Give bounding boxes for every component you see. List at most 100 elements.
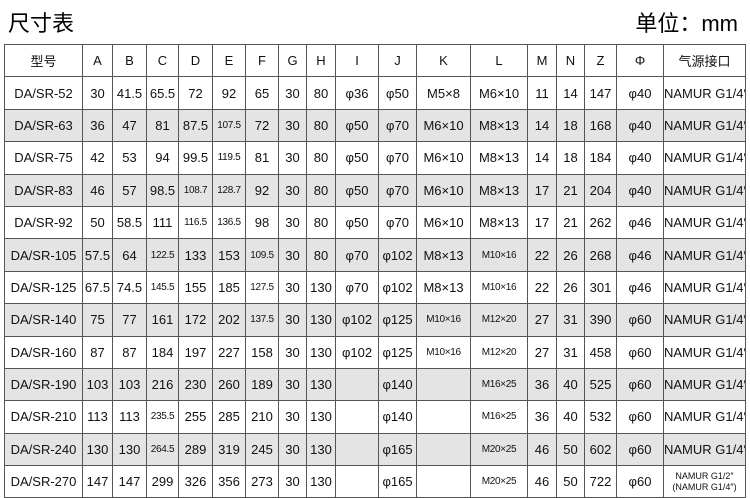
- table-cell: 36: [527, 400, 557, 434]
- table-cell: 153: [212, 238, 246, 272]
- table-cell: φ165: [378, 465, 417, 498]
- table-cell: 264.5: [146, 432, 179, 467]
- dimension-table: 型号 A B C D E F G H I J K L M N Z Φ 气源接口 DA/SR-52 30 41.5 65.5…: [4, 43, 746, 498]
- unit: 单位：mm: [635, 11, 738, 36]
- table-cell: φ40: [616, 141, 664, 175]
- header-row: 型号 A B C D E F G H I J K L M N Z Φ 气源接口: [4, 43, 746, 78]
- table-cell: M20×25: [470, 432, 528, 467]
- table-cell: 30: [278, 141, 307, 175]
- table-cell: 18: [556, 141, 585, 175]
- table-cell: 36: [82, 108, 113, 143]
- table-cell: 27: [527, 335, 557, 369]
- header-cell: 气源接口: [663, 43, 746, 78]
- table-cell: 184: [584, 141, 617, 175]
- table-cell: 81: [146, 108, 179, 143]
- table-cell: φ70: [378, 141, 417, 175]
- table-cell: M6×10: [470, 76, 528, 110]
- table-cell: DA/SR-125: [4, 270, 83, 305]
- table-row: DA/SR-75 42 53 94 99.5 119.5 81 30 80 φ50 φ70 M6×10…: [4, 141, 746, 175]
- table-cell: φ36: [335, 76, 379, 110]
- table-cell: 722: [584, 465, 617, 498]
- table-cell: 103: [82, 367, 113, 402]
- table-cell: [416, 432, 471, 467]
- table-cell: 40: [556, 400, 585, 434]
- table-cell: DA/SR-63: [4, 108, 83, 143]
- table-cell: 525: [584, 367, 617, 402]
- table-cell: 41.5: [112, 76, 147, 110]
- table-row: DA/SR-270 147 147 299 326 356 273 30 130 φ165 M20×…: [4, 465, 746, 498]
- table-cell: 58.5: [112, 205, 147, 240]
- table-cell: M6×10: [416, 173, 471, 207]
- table-cell: [335, 465, 379, 498]
- table-cell: φ40: [616, 76, 664, 110]
- table-cell: 46: [527, 465, 557, 498]
- table-cell: 30: [278, 303, 307, 337]
- table-cell: φ70: [335, 270, 379, 305]
- table-cell: DA/SR-105: [4, 238, 83, 272]
- table-cell: 65.5: [146, 76, 179, 110]
- table-cell: 130: [306, 465, 336, 498]
- table-cell: 137.5: [245, 303, 279, 337]
- table-cell: 14: [556, 76, 585, 110]
- header-cell: E: [212, 43, 246, 78]
- table-cell: M6×10: [416, 141, 471, 175]
- table-cell: φ50: [335, 141, 379, 175]
- table-cell: 31: [556, 303, 585, 337]
- table-cell: 42: [82, 141, 113, 175]
- table-cell: DA/SR-270: [4, 465, 83, 498]
- title: 尺寸表: [8, 11, 75, 36]
- table-cell: φ70: [335, 238, 379, 272]
- table-cell: 202: [212, 303, 246, 337]
- table-cell: 319: [212, 432, 246, 467]
- table-cell: M8×13: [470, 205, 528, 240]
- table-cell: 30: [278, 205, 307, 240]
- table-cell: 133: [178, 238, 213, 272]
- table-cell: NAMUR G1/4″: [663, 205, 746, 240]
- table-cell: 107.5: [212, 108, 246, 143]
- table-cell: 299: [146, 465, 179, 498]
- table-cell: 108.7: [178, 173, 213, 207]
- table-cell: 80: [306, 76, 336, 110]
- table-cell: 98: [245, 205, 279, 240]
- table-cell: 268: [584, 238, 617, 272]
- table-cell: 136.5: [212, 205, 246, 240]
- table-cell: DA/SR-240: [4, 432, 83, 467]
- table-cell: 532: [584, 400, 617, 434]
- table-cell: 289: [178, 432, 213, 467]
- table-cell: 227: [212, 335, 246, 369]
- table-cell: 77: [112, 303, 147, 337]
- table-row: DA/SR-125 67.5 74.5 145.5 155 185 127.5 30 130 φ7…: [4, 270, 746, 305]
- table-cell: 17: [527, 205, 557, 240]
- table-cell: NAMUR G1/4″: [663, 238, 746, 272]
- table-cell: 87: [82, 335, 113, 369]
- table-cell: M8×13: [470, 141, 528, 175]
- table-cell: 245: [245, 432, 279, 467]
- table-cell: NAMUR G1/4″: [663, 335, 746, 369]
- table-cell: φ102: [335, 303, 379, 337]
- table-cell: 46: [527, 432, 557, 467]
- table-cell: 130: [306, 367, 336, 402]
- table-cell: 458: [584, 335, 617, 369]
- table-cell: [416, 367, 471, 402]
- table-cell: 26: [556, 238, 585, 272]
- table-cell: φ102: [335, 335, 379, 369]
- table-cell: 235.5: [146, 400, 179, 434]
- table-row: DA/SR-52 30 41.5 65.5 72 92 65 30 80 φ36 φ50 M5×8 M6…: [4, 76, 746, 110]
- table-cell: 14: [527, 141, 557, 175]
- table-cell: φ46: [616, 238, 664, 272]
- table-cell: φ60: [616, 335, 664, 369]
- table-cell: DA/SR-210: [4, 400, 83, 434]
- table-cell: 30: [278, 76, 307, 110]
- table-cell: 356: [212, 465, 246, 498]
- table-cell: 189: [245, 367, 279, 402]
- table-cell: 172: [178, 303, 213, 337]
- table-cell: φ102: [378, 238, 417, 272]
- table-cell: 40: [556, 367, 585, 402]
- table-cell: φ60: [616, 432, 664, 467]
- table-cell: φ50: [335, 108, 379, 143]
- table-cell: DA/SR-83: [4, 173, 83, 207]
- table-cell: 50: [556, 432, 585, 467]
- table-cell: φ70: [378, 108, 417, 143]
- table-cell: 158: [245, 335, 279, 369]
- header-cell: F: [245, 43, 279, 78]
